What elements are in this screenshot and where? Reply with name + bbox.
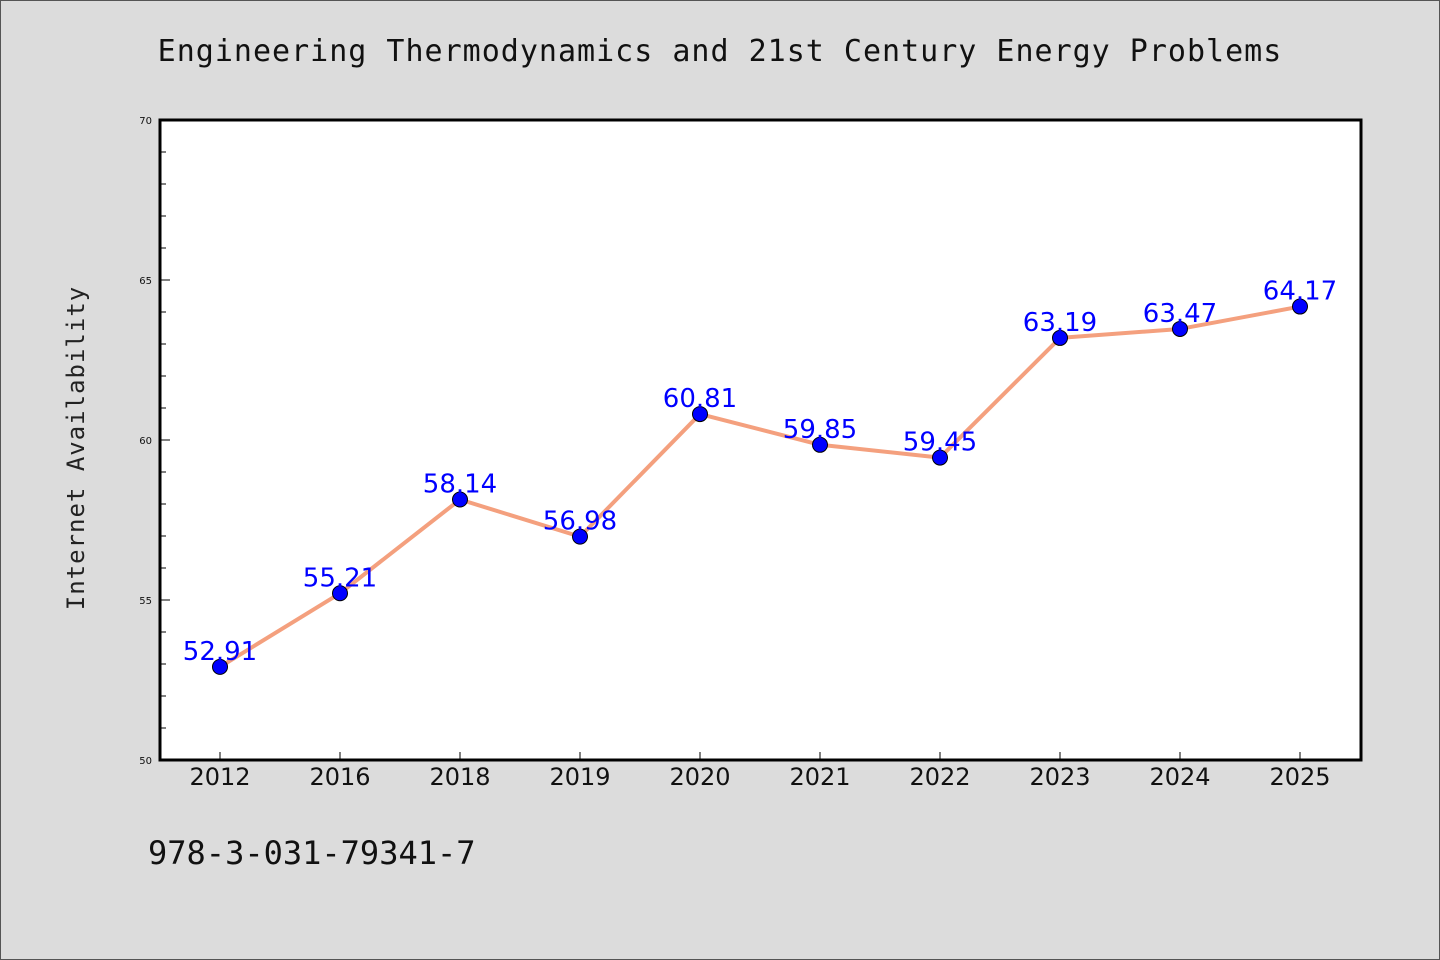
x-axis: 2012 2016 2018 2019 2020 2021 2022 2023 2024 2025 (189, 752, 1331, 791)
data-label: 64.17 (1263, 277, 1337, 307)
data-label: 63.19 (1023, 308, 1097, 338)
data-label: 59.45 (903, 428, 977, 458)
x-tick-label: 2023 (1029, 763, 1090, 791)
data-point (212, 658, 228, 675)
data-point (1292, 298, 1308, 315)
y-tick-label: 65 (139, 276, 152, 287)
data-label: 55.21 (303, 563, 377, 593)
x-tick-label: 2012 (189, 763, 250, 791)
data-point (1052, 329, 1068, 346)
data-point (332, 585, 348, 602)
data-point (452, 491, 468, 508)
y-tick-label: 55 (139, 596, 152, 607)
x-tick-label: 2021 (789, 763, 850, 791)
data-point (932, 449, 948, 466)
isbn-text: 978-3-031-79341-7 (148, 834, 476, 872)
data-label: 56.98 (543, 507, 617, 537)
y-tick-label: 70 (139, 116, 152, 127)
data-label: 58.14 (423, 470, 497, 500)
chart-title: Engineering Thermodynamics and 21st Cent… (157, 34, 1283, 69)
data-labels: 52.91 55.21 58.14 56.98 60.81 59.85 59.45 63.19… (183, 277, 1337, 667)
x-tick-label: 2016 (309, 763, 370, 791)
x-tick-label: 2025 (1269, 763, 1330, 791)
plot-area (158, 118, 1363, 762)
y-tick-label: 60 (139, 436, 152, 447)
data-point (812, 436, 828, 453)
data-point (692, 406, 708, 423)
data-label: 52.91 (183, 637, 257, 667)
x-tick-label: 2019 (549, 763, 610, 791)
data-markers (212, 298, 1308, 675)
y-tick-label: 50 (139, 756, 152, 767)
y-axis: 50 55 60 65 70 (139, 116, 170, 767)
data-label: 59.85 (783, 415, 857, 445)
series-line (218, 304, 1302, 669)
data-point (572, 528, 588, 545)
data-label: 60.81 (663, 384, 737, 414)
x-tick-label: 2020 (669, 763, 730, 791)
x-tick-label: 2022 (909, 763, 970, 791)
x-tick-label: 2018 (429, 763, 490, 791)
x-tick-label: 2024 (1149, 763, 1210, 791)
data-label: 63.47 (1143, 299, 1217, 329)
data-point (1172, 320, 1188, 337)
